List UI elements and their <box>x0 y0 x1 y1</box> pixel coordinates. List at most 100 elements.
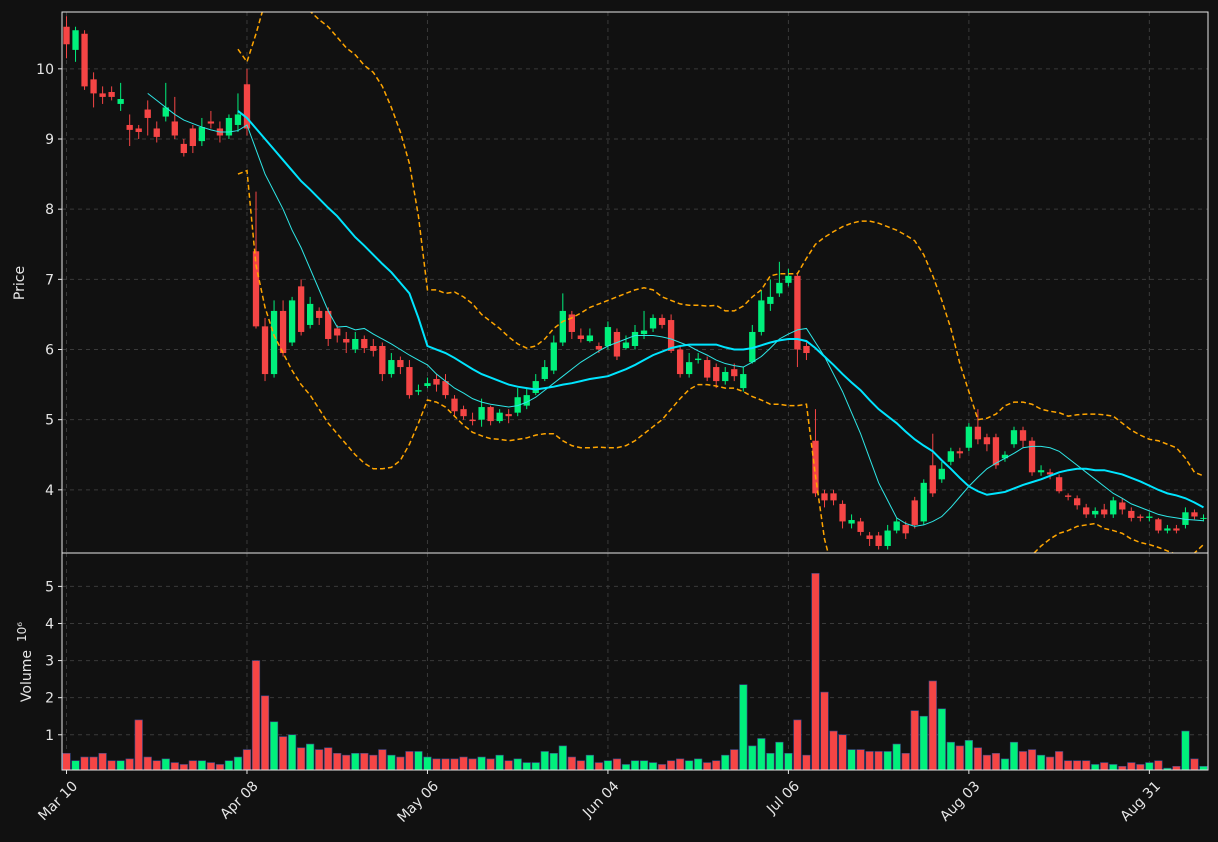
candle-body <box>460 409 467 417</box>
candle-body <box>929 465 936 494</box>
candle-body <box>658 317 666 325</box>
candle-body <box>695 358 702 361</box>
volume-bar <box>928 680 937 771</box>
volume-bar <box>1181 730 1190 771</box>
candle-body <box>1083 507 1090 515</box>
volume-bar <box>648 762 658 771</box>
volume-bar <box>405 751 414 771</box>
candle-body <box>126 124 133 130</box>
candle-body <box>893 521 900 531</box>
candle-body <box>1173 528 1180 531</box>
volume-bar <box>612 758 622 771</box>
y-tick-label: 9 <box>45 132 54 148</box>
candle-body <box>189 128 197 147</box>
candle-body <box>153 128 160 137</box>
candle-body <box>947 451 954 462</box>
volume-bar <box>369 754 378 771</box>
candle-body <box>992 437 1000 466</box>
volume-bar <box>315 749 324 771</box>
volume-bar <box>793 719 802 771</box>
volume-bar <box>1190 758 1199 771</box>
volume-bar <box>504 760 513 771</box>
candle-body <box>117 99 124 104</box>
candle-body <box>776 282 783 294</box>
y-tick-label: 5 <box>45 413 54 429</box>
y-tick-label: 2 <box>45 691 54 707</box>
volume-bar <box>703 762 712 771</box>
candle-body <box>920 482 927 522</box>
volume-bar <box>919 715 928 771</box>
volume-bar <box>874 751 883 771</box>
price-axis-label: Price <box>12 266 28 300</box>
volume-bar <box>486 758 495 771</box>
volume-bar <box>116 760 125 771</box>
volume-bar <box>1045 756 1055 771</box>
candle-body <box>252 251 260 327</box>
volume-bar <box>685 760 694 771</box>
volume-bar <box>775 741 784 771</box>
candle-body <box>875 535 882 546</box>
candle-body <box>1200 517 1207 519</box>
candle-body <box>406 367 413 396</box>
candle-body <box>487 407 494 422</box>
volume-bar <box>676 758 685 771</box>
candle-body <box>1137 516 1144 518</box>
candle-body <box>749 331 756 363</box>
volume-bar <box>450 758 459 771</box>
candle-body <box>613 331 621 357</box>
volume-bar <box>721 754 730 771</box>
candle-body <box>162 107 169 117</box>
volume-bar <box>414 751 423 771</box>
candle-body <box>397 360 404 368</box>
candle-body <box>722 371 729 382</box>
volume-bar <box>188 760 197 771</box>
candle-body <box>1128 510 1135 518</box>
volume-bar <box>1154 760 1163 771</box>
candle-body <box>144 109 151 118</box>
candle-body <box>1073 498 1081 506</box>
volume-bar <box>901 753 910 771</box>
volume-bar <box>712 760 721 771</box>
volume-bar <box>1064 760 1073 771</box>
volume-frame <box>61 552 1209 771</box>
volume-bar <box>143 756 152 771</box>
volume-bar <box>603 760 613 771</box>
volume-bar <box>820 691 829 771</box>
y-tick-label: 7 <box>45 272 54 288</box>
candle-body <box>234 114 242 125</box>
candle-body <box>81 33 88 87</box>
candle-body <box>649 317 657 329</box>
candle-body <box>225 117 233 136</box>
candle-body <box>171 121 178 136</box>
volume-bar <box>477 756 486 771</box>
candle-body <box>839 503 846 522</box>
volume-bar <box>802 754 811 771</box>
volume-bar <box>1073 760 1082 771</box>
volume-bar <box>630 760 640 771</box>
candle-body <box>1037 470 1045 473</box>
candle-body <box>740 374 747 389</box>
volume-bar <box>170 762 179 771</box>
y-tick-label: 4 <box>45 483 54 499</box>
y-tick-label: 10 <box>36 62 54 78</box>
volume-bar <box>197 760 206 771</box>
candle-body <box>640 330 648 335</box>
y-tick-label: 3 <box>45 654 54 670</box>
volume-bar <box>1118 765 1127 771</box>
volume-bar <box>982 754 992 771</box>
volume-bar <box>98 753 107 771</box>
candle-body <box>90 79 97 94</box>
volume-bar <box>558 745 567 771</box>
volume-axis-label: Volume 10⁶ <box>15 622 35 702</box>
candle-body <box>261 326 269 375</box>
volume-bar <box>152 760 161 771</box>
candle-body <box>279 310 287 354</box>
volume-bar <box>739 684 748 771</box>
volume-bar <box>378 749 387 771</box>
volume-bar <box>730 749 739 771</box>
candle-body <box>604 327 612 347</box>
volume-bar <box>621 764 631 771</box>
candle-body <box>306 303 314 325</box>
candle-body <box>1046 472 1054 475</box>
volume-bar <box>973 747 982 771</box>
